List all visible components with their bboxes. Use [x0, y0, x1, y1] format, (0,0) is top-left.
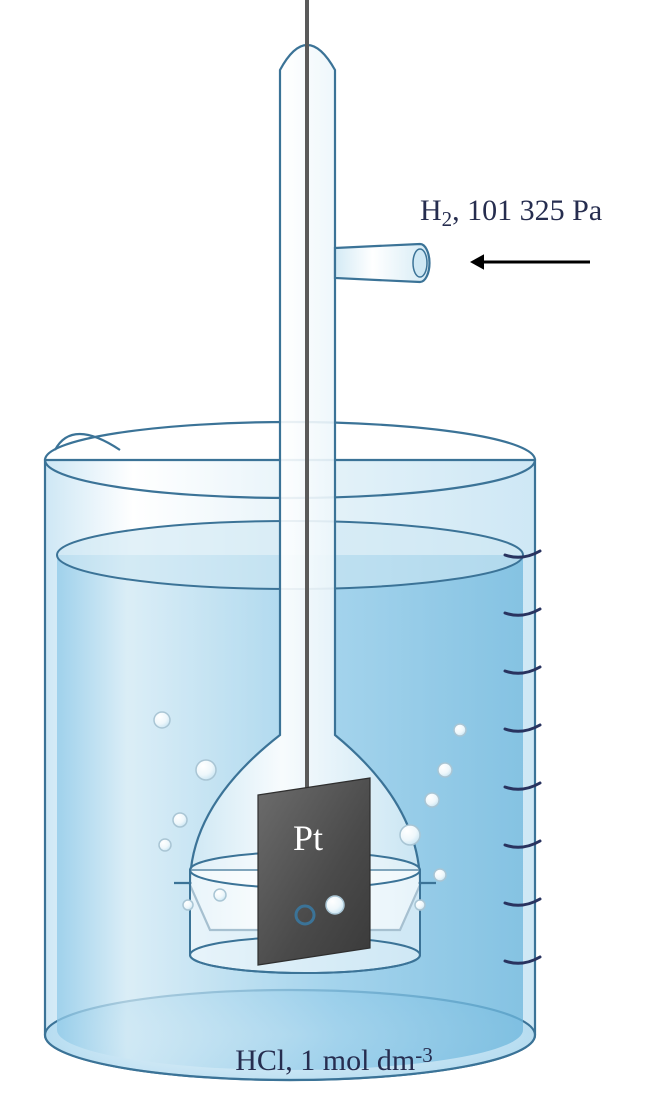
solution-label: HCl, 1 mol dm-3 [235, 1043, 433, 1077]
gas-label: H2, 101 325 Pa [420, 194, 602, 231]
bubble [196, 760, 216, 780]
bubble [438, 763, 452, 777]
bubble [425, 793, 439, 807]
bubble [400, 825, 420, 845]
bubble [415, 900, 425, 910]
gas-arrow [470, 254, 590, 269]
bubble [454, 724, 466, 736]
bubble [214, 889, 226, 901]
bubble [173, 813, 187, 827]
bubble [159, 839, 171, 851]
bubble [326, 896, 344, 914]
beaker-spout [55, 434, 120, 450]
pt-electrode: Pt [258, 778, 370, 965]
pt-label: Pt [293, 818, 323, 858]
bubble [154, 712, 170, 728]
bubble [183, 900, 193, 910]
bubble [434, 869, 446, 881]
